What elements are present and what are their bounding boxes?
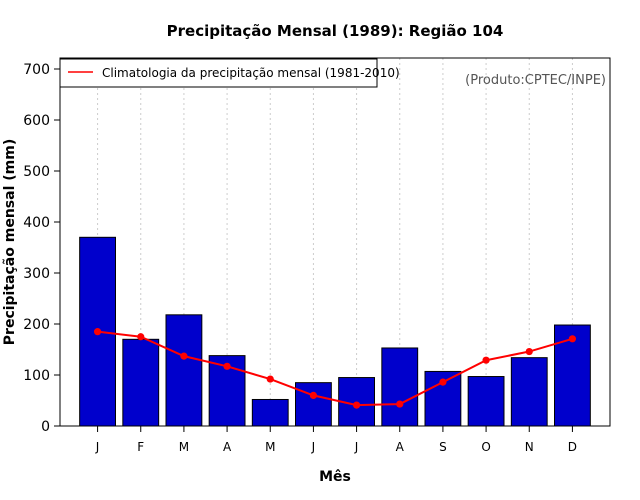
climatology-point-5 <box>309 391 318 399</box>
climatology-point-3 <box>223 362 231 370</box>
bar-7 <box>381 347 419 427</box>
bar-2 <box>165 314 203 427</box>
bar-5 <box>295 382 332 427</box>
x-tick-label-4: M <box>265 440 275 454</box>
climatology-point-7 <box>396 400 404 408</box>
y-tick-label-4: 400 <box>23 215 50 231</box>
x-tick-label-2: M <box>179 440 189 454</box>
y-tick-label-1: 100 <box>23 368 50 384</box>
climatology-point-1 <box>137 333 145 341</box>
y-axis: 0 100 200 300 400 500 600 700 <box>23 62 60 435</box>
x-tick-label-3: A <box>223 440 232 454</box>
climatology-point-8 <box>439 378 447 386</box>
climatology-point-10 <box>525 347 533 356</box>
y-tick-label-3: 300 <box>23 266 50 282</box>
x-tick-label-8: S <box>439 440 447 454</box>
climatology-line-group <box>93 328 577 409</box>
climatology-point-0 <box>93 328 102 336</box>
y-axis-label: Precipitação mensal (mm) <box>2 139 18 345</box>
plot-frame <box>59 57 611 427</box>
y-tick-label-2: 200 <box>23 317 50 333</box>
legend-label: Climatologia da precipitação mensal (198… <box>102 66 400 80</box>
x-tick-label-7: A <box>396 440 405 454</box>
legend-box <box>59 58 378 88</box>
bar-8 <box>424 370 462 427</box>
climatology-point-2 <box>180 352 188 360</box>
climatology-point-9 <box>482 356 490 364</box>
climatology-line <box>97 330 573 407</box>
x-tick-label-5: J <box>311 440 316 454</box>
x-tick-label-11: D <box>568 440 577 454</box>
climatology-point-4 <box>266 375 274 383</box>
x-tick-label-10: N <box>525 440 534 454</box>
x-tick-label-6: J <box>354 440 359 454</box>
climatology-point-6 <box>352 401 361 409</box>
climatology-point-11 <box>568 335 577 343</box>
credit-label: (Produto:CPTEC/INPE) <box>465 73 606 88</box>
bar-4 <box>251 398 289 427</box>
x-axis-label: Mês <box>319 469 351 485</box>
x-tick-label-0: J <box>95 440 100 454</box>
bar-9 <box>467 376 505 427</box>
y-tick-label-7: 700 <box>23 62 50 78</box>
legend: Climatologia da precipitação mensal (198… <box>59 58 400 88</box>
bar-10 <box>510 357 548 427</box>
x-tick-label-9: O <box>481 440 490 454</box>
y-tick-label-5: 500 <box>23 164 50 180</box>
x-tick-label-1: F <box>137 440 144 454</box>
bar-1 <box>122 338 160 427</box>
bars <box>79 236 591 427</box>
y-tick-label-0: 0 <box>41 419 50 435</box>
y-tick-label-6: 600 <box>23 113 50 129</box>
chart-title: Precipitação Mensal (1989): Região 104 <box>167 22 504 40</box>
